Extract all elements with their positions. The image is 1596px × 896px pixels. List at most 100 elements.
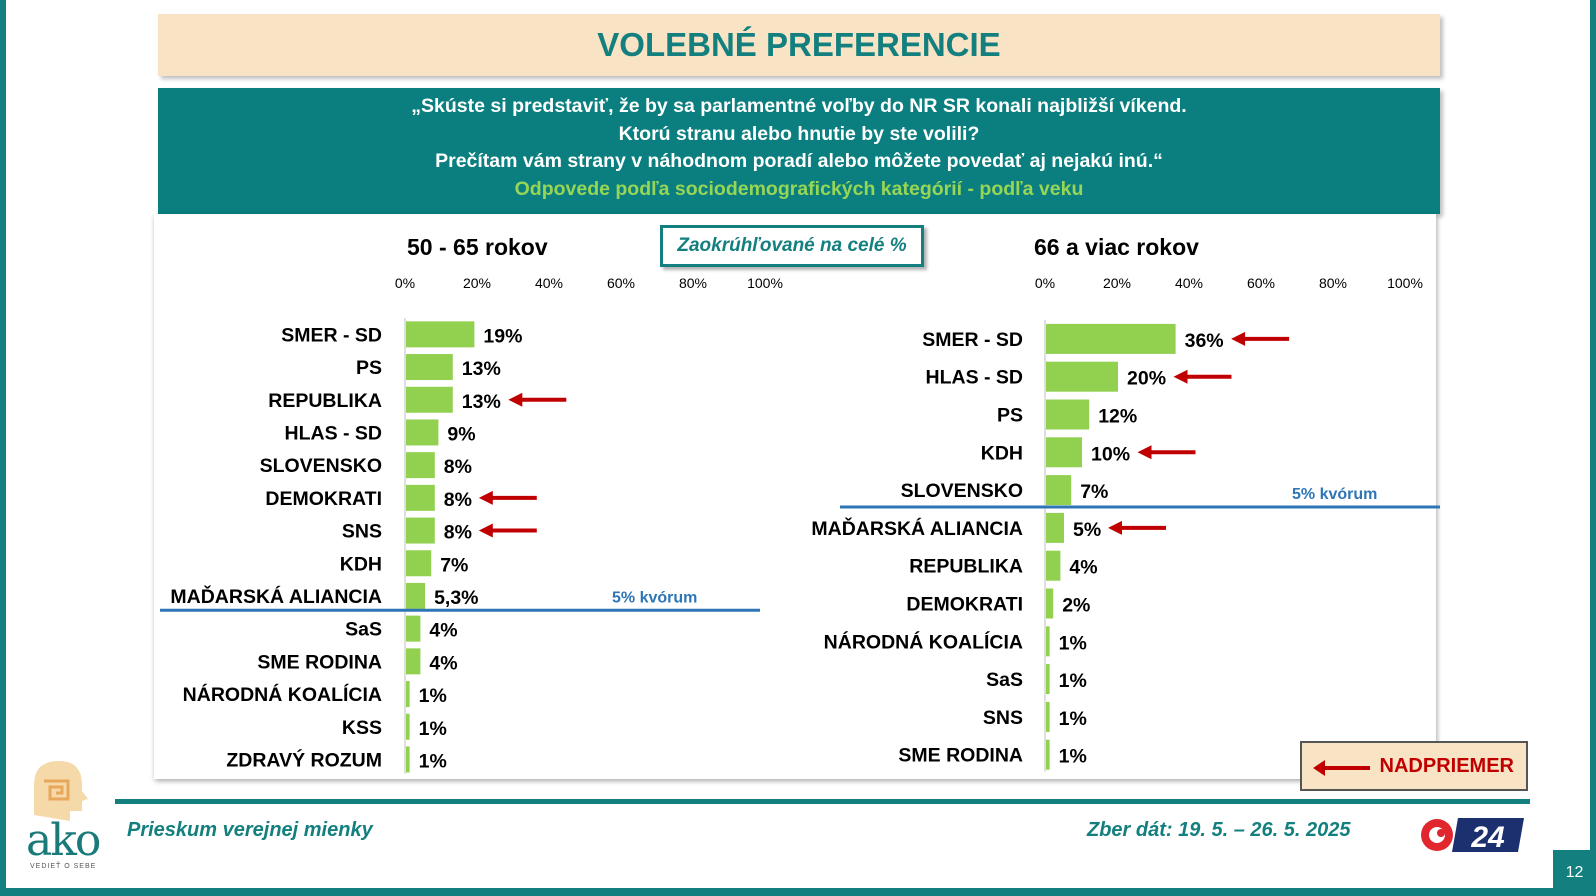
axis-tick-label: 60%	[1247, 275, 1275, 291]
bar	[406, 484, 435, 511]
data-label: 1%	[419, 750, 447, 772]
chart-title: 50 - 65 rokov	[407, 234, 548, 260]
rounding-note: Zaokrúhľované na celé %	[660, 225, 924, 267]
bar	[406, 419, 439, 446]
axis-tick-label: 20%	[1103, 275, 1131, 291]
page-number: 12	[1553, 850, 1596, 896]
question-subtitle: Odpovede podľa sociodemografických kateg…	[514, 177, 1084, 200]
bar	[1046, 626, 1050, 657]
left-arrow-icon	[1313, 760, 1370, 776]
ako-logo: ako VEDIEŤ O SEBE	[24, 755, 114, 875]
above-average-arrow-head	[1173, 369, 1188, 384]
bar	[406, 550, 432, 577]
bar	[406, 517, 435, 544]
axis-tick-label: 100%	[747, 275, 783, 291]
footer-divider	[115, 799, 1530, 804]
title-banner: VOLEBNÉ PREFERENCIE	[158, 14, 1440, 76]
tv-logo: 24	[1421, 818, 1524, 854]
bar	[406, 582, 426, 609]
axis-tick-label: 0%	[1035, 275, 1055, 291]
bar	[1046, 361, 1118, 392]
ako-tagline: VEDIEŤ O SEBE	[30, 863, 97, 870]
axis-tick-label: 80%	[679, 275, 707, 291]
data-label: 7%	[440, 554, 468, 576]
question-line-2: Ktorú stranu alebo hnutie by ste volili?	[618, 122, 980, 145]
page-title: VOLEBNÉ PREFERENCIE	[597, 26, 1001, 63]
data-label: 13%	[462, 358, 501, 380]
bar	[406, 354, 453, 381]
threshold-label: 5% kvórum	[612, 589, 697, 606]
bar	[406, 386, 453, 413]
category-label: KSS	[342, 717, 382, 739]
bar	[1046, 475, 1072, 506]
data-label: 4%	[429, 652, 457, 674]
bar	[1046, 399, 1090, 430]
category-label: SNS	[342, 521, 382, 543]
chart-title: 66 a viac rokov	[1034, 234, 1199, 260]
data-label: 8%	[444, 522, 472, 544]
head-logo-icon	[34, 761, 88, 821]
ako-wordmark: ako	[26, 815, 101, 866]
category-label: SMER - SD	[922, 329, 1023, 351]
bar	[406, 713, 410, 740]
category-label: NÁRODNÁ KOALÍCIA	[824, 630, 1023, 653]
category-label: ZDRAVÝ ROZUM	[226, 747, 382, 771]
category-label: KDH	[340, 553, 382, 575]
question-line-3: Prečítam vám strany v náhodnom poradí al…	[435, 150, 1163, 172]
chart-panel	[154, 214, 1436, 779]
category-label: DEMOKRATI	[265, 488, 382, 510]
category-label: PS	[356, 357, 382, 379]
category-label: SME RODINA	[257, 651, 382, 673]
axis-tick-label: 20%	[463, 275, 491, 291]
category-label: HLAS - SD	[926, 367, 1024, 389]
tv-logo-number: 24	[1470, 821, 1505, 854]
data-label: 13%	[462, 391, 501, 413]
data-label: 4%	[429, 620, 457, 642]
category-label: REPUBLIKA	[909, 556, 1023, 578]
data-label: 5,3%	[434, 587, 478, 609]
category-label: DEMOKRATI	[906, 594, 1023, 616]
bar	[406, 321, 475, 348]
bar	[1046, 701, 1050, 732]
above-average-arrow-head	[508, 392, 523, 407]
data-label: 1%	[1059, 708, 1087, 730]
category-label: MAĎARSKÁ ALIANCIA	[170, 584, 382, 608]
data-label: 4%	[1069, 557, 1097, 579]
category-label: SaS	[986, 669, 1023, 691]
bar	[406, 452, 435, 479]
data-label: 9%	[447, 423, 475, 445]
category-label: SaS	[345, 619, 382, 641]
above-average-arrow-head	[1137, 445, 1152, 460]
threshold-label: 5% kvórum	[1292, 486, 1377, 503]
bar	[1046, 664, 1050, 695]
data-label: 8%	[444, 456, 472, 478]
bar	[406, 615, 421, 642]
data-label: 1%	[1059, 670, 1087, 692]
bar	[1046, 550, 1061, 581]
data-label: 7%	[1080, 481, 1108, 503]
question-line-1: „Skúste si predstaviť, že by sa parlamen…	[411, 95, 1187, 117]
bar	[1046, 588, 1054, 619]
category-label: NÁRODNÁ KOALÍCIA	[183, 683, 382, 706]
category-label: MAĎARSKÁ ALIANCIA	[811, 516, 1023, 540]
above-average-arrow-head	[478, 490, 493, 505]
bar	[406, 746, 410, 773]
category-label: SME RODINA	[898, 745, 1023, 767]
data-label: 19%	[483, 325, 522, 347]
category-label: KDH	[981, 442, 1023, 464]
above-average-arrow-head	[1108, 520, 1122, 535]
data-label: 1%	[1059, 746, 1087, 768]
axis-tick-label: 80%	[1319, 275, 1347, 291]
above-average-arrow-head	[1231, 331, 1246, 346]
legend-label: NADPRIEMER	[1379, 754, 1514, 777]
data-label: 20%	[1127, 368, 1166, 390]
axis-tick-label: 60%	[607, 275, 635, 291]
bar	[1046, 323, 1176, 354]
data-label: 10%	[1091, 443, 1130, 465]
category-label: REPUBLIKA	[268, 390, 382, 412]
category-label: SMER - SD	[281, 324, 382, 346]
axis-tick-label: 0%	[395, 275, 415, 291]
category-label: SLOVENSKO	[260, 455, 382, 477]
category-label: SNS	[983, 707, 1023, 729]
